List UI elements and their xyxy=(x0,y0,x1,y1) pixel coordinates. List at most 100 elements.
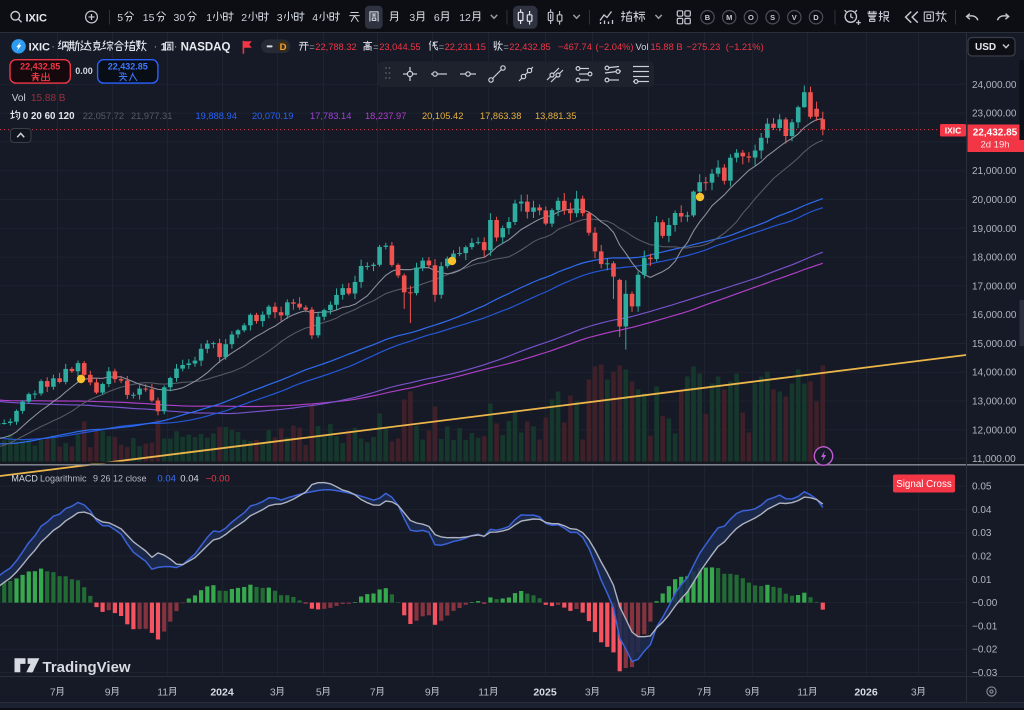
svg-text:19,888.94: 19,888.94 xyxy=(196,111,237,121)
svg-text:9: 9 xyxy=(105,687,111,699)
svg-text:20,105.42: 20,105.42 xyxy=(422,111,463,121)
svg-text:0.02: 0.02 xyxy=(972,552,992,563)
svg-text:0.04: 0.04 xyxy=(157,474,176,485)
svg-text:11: 11 xyxy=(478,687,489,699)
svg-text:21,000.00: 21,000.00 xyxy=(972,166,1017,177)
svg-text:22,432.85: 22,432.85 xyxy=(509,42,550,52)
svg-text:11: 11 xyxy=(797,687,808,699)
svg-text:22,057.72: 22,057.72 xyxy=(83,111,124,121)
svg-text:=: = xyxy=(373,42,378,52)
svg-text:16,000.00: 16,000.00 xyxy=(972,310,1017,321)
svg-text:2024: 2024 xyxy=(210,687,234,699)
svg-text:3: 3 xyxy=(911,687,917,699)
svg-text:7: 7 xyxy=(50,687,56,699)
svg-text:2025: 2025 xyxy=(533,687,557,699)
svg-text:9: 9 xyxy=(745,687,751,699)
svg-text:9 26 12 close: 9 26 12 close xyxy=(93,474,147,484)
svg-text:IXIC: IXIC xyxy=(29,42,50,54)
svg-text:Signal Cross: Signal Cross xyxy=(896,479,952,490)
svg-text:2d 19h: 2d 19h xyxy=(980,140,1009,151)
svg-text:7: 7 xyxy=(370,687,376,699)
svg-text:22,432.85: 22,432.85 xyxy=(108,62,148,72)
svg-text:14,000.00: 14,000.00 xyxy=(972,368,1017,379)
svg-text:0.04: 0.04 xyxy=(180,474,199,485)
svg-text:Vol: Vol xyxy=(636,42,649,52)
svg-text:M: M xyxy=(726,13,732,22)
svg-text:22,788.32: 22,788.32 xyxy=(315,42,356,52)
svg-text:B: B xyxy=(705,13,711,22)
svg-text:0.01: 0.01 xyxy=(972,575,992,586)
svg-text:11: 11 xyxy=(157,687,168,699)
svg-text:18,237.97: 18,237.97 xyxy=(365,111,406,121)
svg-text:3: 3 xyxy=(270,687,276,699)
svg-text:7: 7 xyxy=(697,687,703,699)
svg-text:MACD: MACD xyxy=(11,474,38,484)
svg-text:=: = xyxy=(503,42,508,52)
svg-text:−275.23: −275.23 xyxy=(686,42,720,52)
svg-text:D: D xyxy=(280,42,287,53)
svg-text:5: 5 xyxy=(641,687,647,699)
svg-text:15.88 B: 15.88 B xyxy=(31,93,66,104)
svg-text:0.04: 0.04 xyxy=(972,505,992,516)
svg-text:20,000.00: 20,000.00 xyxy=(972,195,1017,206)
svg-text:0.00: 0.00 xyxy=(75,66,93,76)
svg-text:USD: USD xyxy=(975,42,996,53)
svg-text:30: 30 xyxy=(174,12,186,24)
svg-text:−0.03: −0.03 xyxy=(972,668,998,679)
svg-text:Logarithmic: Logarithmic xyxy=(40,474,87,484)
svg-text:13,000.00: 13,000.00 xyxy=(972,397,1017,408)
svg-text:13,881.35: 13,881.35 xyxy=(535,111,576,121)
svg-text:Vol: Vol xyxy=(12,93,26,104)
svg-text:22,432.85: 22,432.85 xyxy=(20,62,60,72)
svg-text:IXIC: IXIC xyxy=(26,12,47,24)
svg-text:=: = xyxy=(309,42,314,52)
svg-text:22,231.15: 22,231.15 xyxy=(445,42,486,52)
svg-text:19,000.00: 19,000.00 xyxy=(972,224,1017,235)
svg-text:17,783.14: 17,783.14 xyxy=(310,111,351,121)
svg-text:(−2.04%): (−2.04%) xyxy=(596,42,634,52)
svg-text:IXIC: IXIC xyxy=(945,126,962,136)
svg-text:21,977.31: 21,977.31 xyxy=(131,111,172,121)
svg-text:23,000.00: 23,000.00 xyxy=(972,109,1017,120)
svg-text:3: 3 xyxy=(409,12,415,24)
svg-text:11,000.00: 11,000.00 xyxy=(972,454,1016,465)
svg-text:6: 6 xyxy=(434,12,440,24)
svg-text:0.05: 0.05 xyxy=(972,482,992,493)
svg-text:18,000.00: 18,000.00 xyxy=(972,253,1017,264)
svg-text:1: 1 xyxy=(206,12,212,24)
svg-text:·: · xyxy=(154,41,158,53)
svg-text:22,432.85: 22,432.85 xyxy=(973,128,1018,139)
svg-text:5: 5 xyxy=(117,12,123,24)
svg-text:24,000.00: 24,000.00 xyxy=(972,80,1017,91)
svg-text:(−1.21%): (−1.21%) xyxy=(726,42,764,52)
svg-text:5: 5 xyxy=(316,687,322,699)
svg-text:17,000.00: 17,000.00 xyxy=(972,281,1017,292)
svg-text:O: O xyxy=(748,13,754,22)
svg-text:3: 3 xyxy=(585,687,591,699)
svg-text:−0.00: −0.00 xyxy=(206,474,230,485)
svg-text:TradingView: TradingView xyxy=(43,659,131,676)
svg-text:23,044.55: 23,044.55 xyxy=(379,42,420,52)
svg-text:3: 3 xyxy=(277,12,283,24)
svg-text:2026: 2026 xyxy=(854,687,878,699)
svg-text:D: D xyxy=(813,13,819,22)
svg-text:12,000.00: 12,000.00 xyxy=(972,425,1017,436)
svg-text:=: = xyxy=(439,42,444,52)
svg-text:9: 9 xyxy=(425,687,431,699)
svg-text:NASDAQ: NASDAQ xyxy=(181,42,231,54)
svg-text:−0.00: −0.00 xyxy=(972,598,998,609)
svg-text:·: · xyxy=(174,41,178,53)
svg-text:−467.74: −467.74 xyxy=(558,42,592,52)
svg-text:−0.01: −0.01 xyxy=(972,621,998,632)
svg-text:·: · xyxy=(51,41,55,53)
svg-text:17,863.38: 17,863.38 xyxy=(480,111,521,121)
svg-text:0.03: 0.03 xyxy=(972,528,992,539)
svg-text:4: 4 xyxy=(312,12,318,24)
svg-text:−0.02: −0.02 xyxy=(972,645,998,656)
svg-text:V: V xyxy=(792,13,797,22)
svg-text:2: 2 xyxy=(241,12,247,24)
svg-text:15.88 B: 15.88 B xyxy=(651,42,683,52)
svg-text:12: 12 xyxy=(459,12,471,24)
svg-text:20,070.19: 20,070.19 xyxy=(252,111,293,121)
svg-text:0 20 60 120: 0 20 60 120 xyxy=(23,111,75,122)
